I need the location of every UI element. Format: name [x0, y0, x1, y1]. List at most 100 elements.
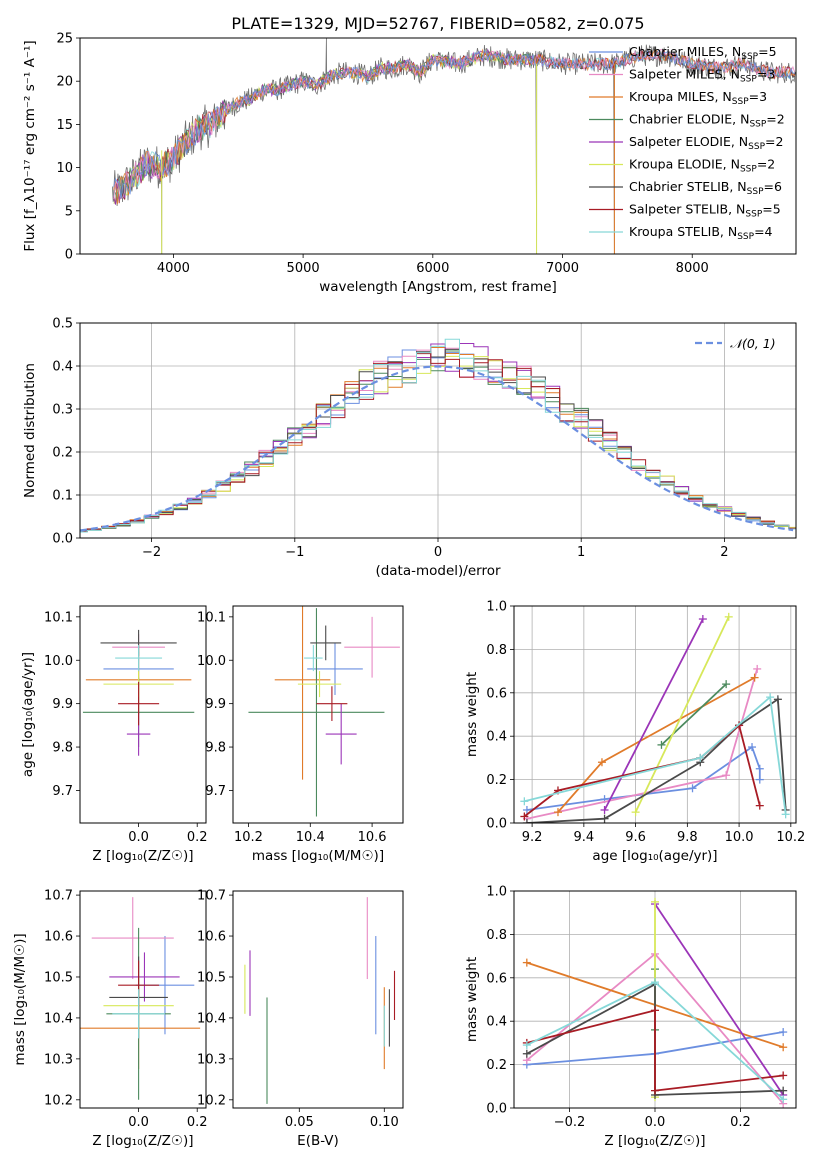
legend-entry-text: Salpeter MILES, N [629, 67, 740, 82]
x-tick-label: 5000 [287, 261, 320, 276]
plot-area [248, 606, 400, 817]
y-tick-label: 10.2 [197, 1093, 226, 1108]
legend-entry-tail: =3 [757, 67, 775, 82]
x-tick-label: 10.6 [358, 830, 387, 845]
y-tick-label: 10.6 [197, 930, 226, 945]
legend-entry: Chabrier ELODIE, NSSP=2 [629, 112, 785, 130]
axes-frame [79, 605, 207, 824]
legend-entry-tail: =6 [764, 179, 782, 194]
x-tick-label: 0.2 [187, 830, 208, 845]
x-tick-label: −1 [285, 545, 304, 560]
x-tick-label: −2 [142, 545, 161, 560]
mass-weight-vs-age-panel: 9.2 9.4 9.6 9.8 10.0 10.2 0.0 0.2 0.4 0.6 0.8 1.0 ag… [464, 600, 805, 865]
x-axis-label: wavelength [Angstrom, rest frame] [319, 279, 557, 295]
spectrum-panel: 4000 5000 6000 7000 8000 0 5 10 15 20 25 wavelength… [22, 32, 797, 295]
y-tick-label: 0.2 [52, 446, 73, 461]
y-tick-label: 0.5 [52, 317, 73, 332]
legend-entry-subscript: SSP [740, 75, 757, 85]
y-tick-label: 20 [56, 75, 73, 90]
axes-frame [79, 890, 207, 1109]
y-tick-label: 10.5 [44, 970, 73, 985]
y-tick-label: 0.0 [486, 1102, 507, 1117]
y-tick-label: 9.7 [52, 784, 73, 799]
y-tick-label: 0.4 [486, 730, 507, 745]
legend-entry: Salpeter MILES, NSSP=3 [629, 67, 775, 85]
legend-entry-tail: =4 [754, 224, 772, 239]
legend-entry-tail: =5 [758, 44, 776, 59]
model-spectrum-line [113, 49, 536, 204]
y-axis-label: age [log₁₀(age/yr)] [20, 652, 36, 777]
y-tick-label: 0.1 [52, 489, 73, 504]
legend-entry-tail: =5 [762, 202, 780, 217]
y-tick-label: 0.0 [486, 817, 507, 832]
y-tick-label: 9.9 [52, 697, 73, 712]
legend-entry-subscript: SSP [748, 142, 765, 152]
legend-entry-tail: =2 [757, 157, 775, 172]
axes-frame [79, 322, 797, 539]
x-axis-label: Z [log₁₀(Z/Z☉)] [604, 1133, 705, 1149]
axes-frame [513, 605, 797, 824]
y-tick-label: 10.4 [44, 1011, 73, 1026]
mass-weight-line [634, 616, 730, 813]
x-axis-label: (data-model)/error [375, 563, 501, 579]
y-tick-label: 25 [56, 32, 73, 47]
x-axis-label: age [log₁₀(age/yr)] [592, 848, 717, 864]
x-tick-label: 10.2 [776, 830, 805, 845]
y-tick-label: 9.8 [205, 741, 226, 756]
y-tick-label: 0.6 [486, 686, 507, 701]
model-spectrum-line [113, 49, 795, 199]
x-tick-label: 7000 [546, 261, 579, 276]
y-tick-label: 1.0 [486, 885, 507, 900]
x-tick-label: 9.2 [522, 830, 543, 845]
y-tick-label: 0.8 [486, 928, 507, 943]
legend-entry-subscript: SSP [732, 97, 749, 107]
y-tick-label: 10.2 [44, 1093, 73, 1108]
axes-frame [513, 890, 797, 1109]
legend-entry-tail: =2 [766, 112, 784, 127]
mass-weight-vs-metallicity-panel: −0.2 0.0 0.2 0.0 0.2 0.4 0.6 0.8 1.0 Z [log₁₀(Z/Z… [464, 885, 797, 1149]
x-tick-label: 1 [577, 545, 585, 560]
residual-histogram-step [80, 338, 796, 533]
y-tick-label: 10.4 [197, 1011, 226, 1026]
y-tick-label: 0.2 [486, 773, 507, 788]
x-tick-label: 0.2 [187, 1115, 208, 1130]
y-tick-label: 10.7 [44, 889, 73, 904]
plot-area [80, 897, 201, 1100]
axes-frame [79, 37, 797, 255]
x-tick-label: 0.2 [730, 1115, 751, 1130]
y-axis-label: mass weight [464, 672, 480, 757]
y-tick-label: 10.3 [197, 1052, 226, 1067]
plot-area [80, 338, 796, 533]
x-tick-label: 8000 [676, 261, 709, 276]
legend-entry: Salpeter ELODIE, NSSP=2 [629, 134, 783, 152]
y-axis-label: Flux [f_λ10⁻¹⁷ erg cm⁻² s⁻¹ A⁻¹] [22, 40, 38, 251]
legend-entry: Chabrier MILES, NSSP=5 [629, 44, 777, 62]
plot-area [244, 897, 396, 1104]
y-tick-label: 10.5 [197, 970, 226, 985]
x-axis-label: Z [log₁₀(Z/Z☉)] [92, 848, 193, 864]
legend-entry-text: Salpeter ELODIE, N [629, 134, 748, 149]
y-tick-label: 9.7 [205, 784, 226, 799]
axes-frame [232, 605, 404, 824]
plot-area [82, 629, 195, 756]
x-axis-label: E(B-V) [297, 1133, 339, 1149]
legend-entry: Salpeter STELIB, NSSP=5 [629, 202, 781, 220]
y-tick-label: 0 [65, 248, 73, 263]
y-axis-label: mass [log₁₀(M/M☉)] [12, 933, 28, 1065]
legend-entry: Kroupa STELIB, NSSP=4 [629, 224, 773, 242]
mass-weight-line [526, 1009, 784, 1092]
legend-entry-subscript: SSP [749, 120, 766, 130]
legend-entry-text: Salpeter STELIB, N [629, 202, 745, 217]
x-axis-label: Z [log₁₀(Z/Z☉)] [92, 1133, 193, 1149]
legend-entry-tail: =3 [749, 89, 767, 104]
y-tick-label: 9.8 [52, 741, 73, 756]
legend-entry-subscript: SSP [737, 232, 754, 242]
x-tick-label: 0 [434, 545, 442, 560]
y-tick-label: 0.4 [52, 360, 73, 375]
legend-entry-text: Kroupa STELIB, N [629, 224, 737, 239]
legend-entry-tail: =2 [765, 134, 783, 149]
x-tick-label: 9.4 [574, 830, 595, 845]
legend-entry: Kroupa MILES, NSSP=3 [629, 89, 767, 107]
x-tick-label: −0.2 [554, 1115, 586, 1130]
